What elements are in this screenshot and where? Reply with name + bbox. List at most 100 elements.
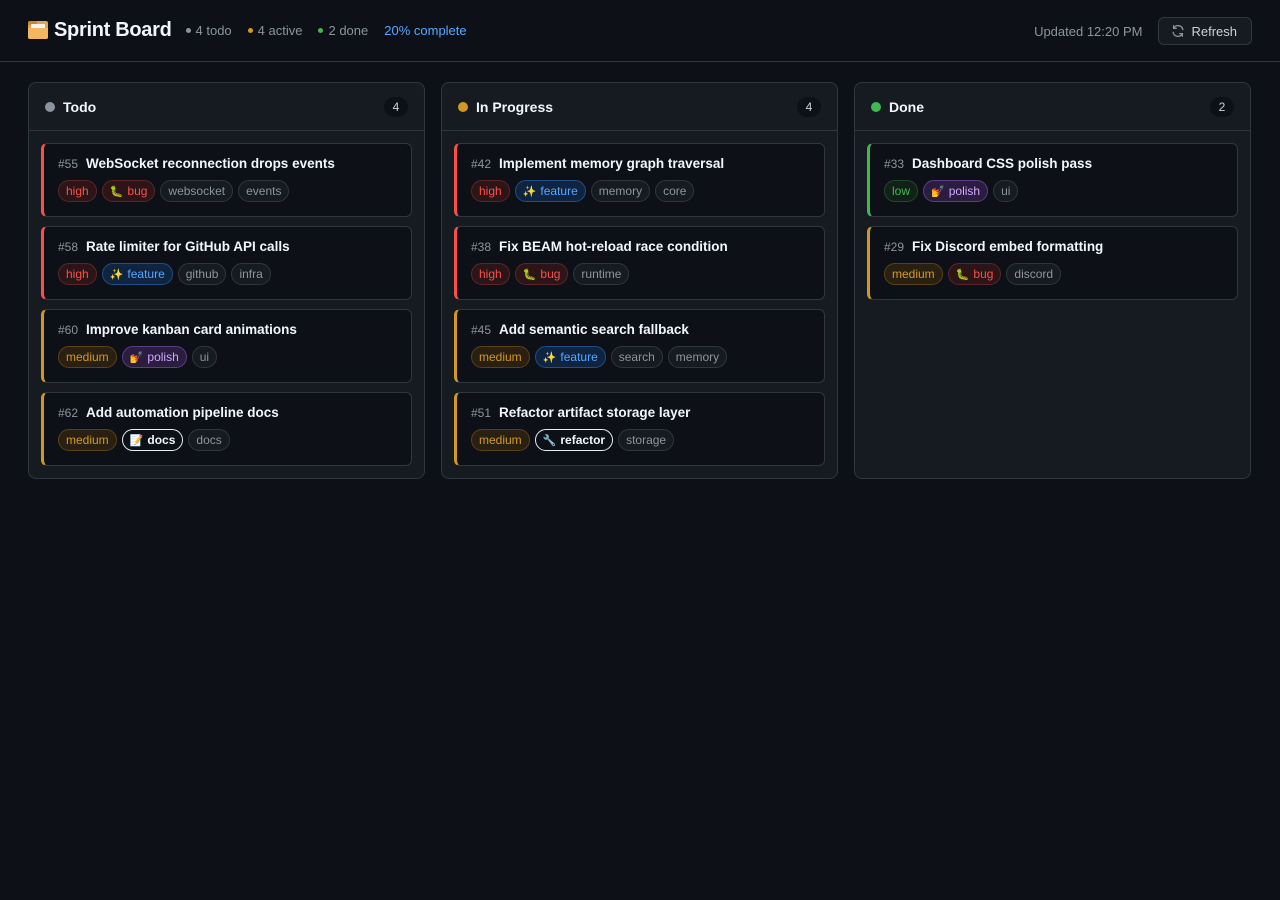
kanban-card[interactable]: #62 Add automation pipeline docs medium 📝 do…: [41, 392, 412, 466]
kanban-card[interactable]: #51 Refactor artifact storage layer medium…: [454, 392, 825, 466]
tag-emoji-icon: ✨: [109, 268, 124, 281]
column-header: Done 2: [855, 83, 1250, 131]
tag-emoji-icon: 📝: [129, 434, 144, 447]
tag-label: polish: [948, 184, 981, 198]
tag-label: memory: [675, 350, 720, 364]
kanban-card[interactable]: #33 Dashboard CSS polish pass low 💅 polish ui: [867, 143, 1238, 217]
kanban-card[interactable]: #55 WebSocket reconnection drops events hi…: [41, 143, 412, 217]
tag-refactor: 🔧 refactor: [534, 429, 614, 451]
tag-plain: runtime: [573, 263, 630, 285]
card-tags: medium ✨ feature search memory: [471, 346, 810, 368]
card-header: #58 Rate limiter for GitHub API calls: [58, 239, 397, 254]
tag-label: high: [479, 267, 502, 281]
tag-label: docs: [196, 433, 222, 447]
card-header: #42 Implement memory graph traversal: [471, 156, 810, 171]
progress-text: 20% complete: [384, 23, 467, 38]
tag-plain: memory: [667, 346, 728, 368]
tag-label: infra: [239, 267, 263, 281]
kanban-card[interactable]: #58 Rate limiter for GitHub API calls high…: [41, 226, 412, 300]
tag-plain: docs: [188, 429, 230, 451]
tag-label: high: [66, 184, 89, 198]
tag-polish: 💅 polish: [923, 180, 989, 202]
card-title: Implement memory graph traversal: [499, 156, 725, 171]
card-id: #62: [58, 406, 79, 420]
tag-plain: storage: [618, 429, 675, 451]
kanban-card[interactable]: #45 Add semantic search fallback medium ✨ fe…: [454, 309, 825, 383]
tag-plain: github: [177, 263, 227, 285]
column-status-dot: [458, 101, 468, 112]
tag-label: feature: [540, 184, 578, 198]
tag-label: high: [66, 267, 89, 281]
tag-medium: medium: [471, 346, 530, 368]
card-id: #33: [884, 157, 905, 171]
refresh-button[interactable]: Refresh: [1158, 17, 1252, 45]
tag-label: storage: [626, 433, 667, 447]
kanban-card[interactable]: #38 Fix BEAM hot-reload race condition hig…: [454, 226, 825, 300]
tag-label: medium: [66, 433, 109, 447]
tag-label: websocket: [168, 184, 226, 198]
refresh-label: Refresh: [1191, 23, 1237, 39]
card-tags: medium 🐛 bug discord: [884, 263, 1223, 285]
column-todo: Todo 4 #55 WebSocket reconnection drops eve…: [28, 82, 425, 479]
header-stats: 4 todo 4 active 2 done 20% complete: [185, 23, 467, 38]
card-tags: medium 💅 polish ui: [58, 346, 397, 368]
tag-label: medium: [479, 433, 522, 447]
app-header: Sprint Board 4 todo 4 active 2 done 20% …: [0, 0, 1280, 62]
column-count-badge: 4: [797, 97, 821, 117]
card-title: Improve kanban card animations: [86, 322, 297, 337]
stat-todo-dot: [185, 28, 191, 33]
tag-label: bug: [540, 267, 561, 281]
kanban-card[interactable]: #42 Implement memory graph traversal high ✨…: [454, 143, 825, 217]
tag-high: high: [58, 263, 97, 285]
card-id: #45: [471, 323, 492, 337]
card-tags: low 💅 polish ui: [884, 180, 1223, 202]
card-id: #60: [58, 323, 79, 337]
tag-label: core: [663, 184, 687, 198]
updated-timestamp: Updated 12:20 PM: [1034, 23, 1143, 39]
stat-done-dot: [318, 28, 324, 33]
stat-done: 2 done: [318, 23, 368, 38]
card-file-box-icon: [28, 20, 48, 39]
tag-label: search: [618, 350, 655, 364]
card-header: #62 Add automation pipeline docs: [58, 405, 397, 420]
card-header: #60 Improve kanban card animations: [58, 322, 397, 337]
stat-active-dot: [247, 28, 253, 33]
tag-plain: ui: [191, 346, 218, 368]
tag-emoji-icon: 🐛: [109, 185, 124, 198]
stat-todo: 4 todo: [185, 23, 232, 38]
card-title: Refactor artifact storage layer: [499, 405, 691, 420]
tag-emoji-icon: 💅: [931, 185, 945, 198]
stat-todo-label: 4 todo: [195, 23, 232, 38]
tag-medium: medium: [58, 346, 117, 368]
tag-medium: medium: [471, 429, 530, 451]
tag-medium: medium: [58, 429, 117, 451]
stat-active-label: 4 active: [257, 23, 303, 38]
tag-emoji-icon: ✨: [542, 351, 557, 364]
kanban-card[interactable]: #60 Improve kanban card animations medium 💅…: [41, 309, 412, 383]
tag-emoji-icon: 💅: [129, 351, 144, 364]
tag-label: ui: [199, 350, 210, 364]
card-header: #45 Add semantic search fallback: [471, 322, 810, 337]
tag-label: medium: [892, 267, 935, 281]
tag-emoji-icon: ✨: [522, 185, 537, 198]
card-tags: high ✨ feature memory core: [471, 180, 810, 202]
tag-bug: 🐛 bug: [947, 263, 1002, 285]
card-tags: medium 📝 docs docs: [58, 429, 397, 451]
tag-label: ui: [1001, 184, 1011, 198]
card-title: Dashboard CSS polish pass: [912, 156, 1093, 171]
card-title: Rate limiter for GitHub API calls: [86, 239, 290, 254]
tag-label: memory: [598, 184, 643, 198]
card-tags: high ✨ feature github infra: [58, 263, 397, 285]
card-title: Fix BEAM hot-reload race condition: [499, 239, 728, 254]
stat-active: 4 active: [247, 23, 303, 38]
card-tags: high 🐛 bug websocket events: [58, 180, 397, 202]
tag-plain: memory: [590, 180, 651, 202]
column-header: Todo 4: [29, 83, 424, 131]
card-title: Add automation pipeline docs: [86, 405, 279, 420]
tag-plain: search: [610, 346, 663, 368]
kanban-card[interactable]: #29 Fix Discord embed formatting medium 🐛 bu…: [867, 226, 1238, 300]
tag-plain: core: [655, 180, 695, 202]
tag-high: high: [471, 263, 510, 285]
column-title: Todo: [63, 98, 97, 115]
tag-emoji-icon: 🐛: [955, 268, 970, 281]
